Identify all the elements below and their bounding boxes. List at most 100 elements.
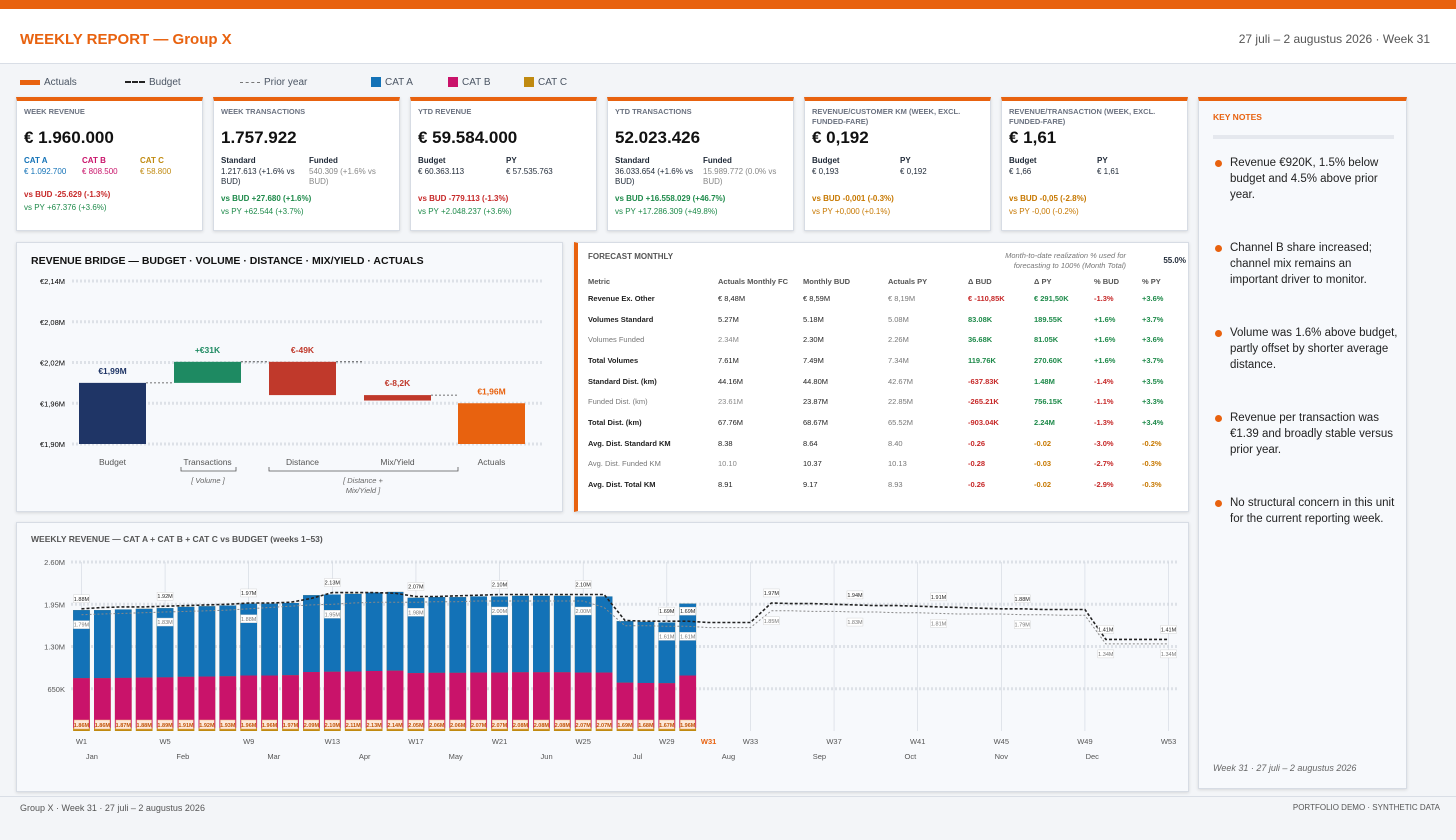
cat-b-bar [261, 675, 278, 728]
py-label-box [658, 632, 676, 641]
forecast-cell: 5.18M [803, 314, 824, 324]
week-tick: W41 [910, 737, 925, 746]
month-tick: Mar [267, 752, 280, 761]
cat-b-bar [679, 675, 697, 728]
forecast-column-header: % BUD [1094, 276, 1120, 286]
forecast-cell: 23.61M [718, 397, 744, 407]
legend-cat-a: CAT A [371, 77, 413, 88]
legend-cat-c: CAT C [524, 77, 567, 88]
kpi-card: YTD REVENUE € 59.584.000 Budget € 60.363.11… [410, 97, 597, 231]
kpi-vs-budget: vs BUD +27.680 (+1.6%) [221, 194, 312, 203]
py-label-box [240, 614, 257, 624]
py-data-label: 1.34M [1161, 652, 1177, 658]
cat-a-bar [365, 592, 383, 671]
budget-label-box [491, 580, 508, 589]
kpi-vs-prior-year: vs PY +0,000 (+0.1%) [812, 207, 891, 216]
kpi-title: REVENUE/CUSTOMER KM (WEEK, EXCL. FUNDED-… [812, 107, 961, 126]
actual-data-label: 2.06M [450, 723, 466, 729]
forecast-cell: -0.3% [1142, 480, 1162, 490]
forecast-cell: +3.3% [1142, 397, 1164, 407]
week-tick: W21 [492, 737, 507, 746]
forecast-cell: 10.13 [888, 459, 907, 469]
kpi-sub-value: € 808.500 [82, 167, 118, 176]
forecast-row: Volumes Standard 5.27M 5.18M 5.08M 83.08K 189… [588, 309, 1178, 330]
actual-data-label: 1.86M [95, 723, 111, 729]
forecast-cell: 8.93 [888, 480, 903, 490]
py-data-label: 1.88M [241, 617, 257, 623]
bridge-y-tick: €2,08M [40, 318, 65, 327]
month-tick: May [449, 752, 463, 761]
cat-a-bar [637, 621, 655, 683]
weekly-y-tick: 2.60M [44, 558, 65, 567]
kpi-title: WEEK TRANSACTIONS [221, 107, 306, 116]
kpi-detail: Budget € 1,66 PY € 1,61 [1009, 156, 1180, 196]
forecast-cell: 83.08K [968, 314, 993, 324]
actual-data-label: 2.07M [492, 723, 508, 729]
bridge-bar [458, 403, 525, 444]
forecast-cell: +1.6% [1094, 355, 1116, 365]
week-tick: W49 [1077, 737, 1092, 746]
actual-data-label: 2.14M [387, 723, 403, 729]
actual-label-box [491, 719, 508, 730]
cat-b-bar [658, 683, 676, 728]
forecast-cell: Total Volumes [588, 355, 639, 365]
kpi-value: € 1,61 [1009, 128, 1057, 147]
budget-data-label: 1.69M [659, 609, 675, 615]
forecast-cell: 44.80M [803, 376, 829, 386]
bridge-note-distance: [ Distance + [342, 476, 383, 485]
cat-a-bar [114, 609, 132, 678]
bridge-bar [364, 395, 431, 401]
kpi-sub-value: 36.033.654 (+1.6% vs BUD) [615, 167, 694, 186]
weekly-revenue-panel: WEEKLY REVENUE — CAT A + CAT B + CAT C v… [16, 522, 1189, 792]
legend-cat-b: CAT B [448, 77, 491, 88]
cat-b-bar [198, 676, 216, 728]
forecast-cell: -1.3% [1094, 417, 1114, 427]
actual-data-label: 2.06M [429, 723, 445, 729]
cat-b-bar [512, 672, 529, 728]
month-tick: Jul [633, 752, 643, 761]
py-label-box [324, 610, 341, 619]
py-data-label: 1.98M [408, 610, 424, 616]
forecast-cell: +3.7% [1142, 355, 1164, 365]
cat-b-bar [428, 672, 446, 728]
kpi-card: REVENUE/TRANSACTION (WEEK, EXCL. FUNDED-… [1001, 97, 1188, 231]
cat-a-bar [491, 596, 508, 673]
cat-a-swatch-icon [371, 77, 381, 88]
actual-label-box [94, 719, 110, 730]
forecast-header-row: Metric Actuals Monthly FC Monthly BUD Actua… [588, 274, 1178, 288]
forecast-cell: -1.3% [1094, 293, 1114, 303]
cat-b-bar [135, 677, 153, 728]
forecast-cell: 2.26M [888, 335, 909, 345]
forecast-row: Avg. Dist. Standard KM 8.38 8.64 8.40 -0.26 -… [588, 433, 1178, 454]
cat-a-bar [303, 595, 320, 673]
forecast-cell: 119.76K [968, 355, 996, 365]
py-data-label: 1.61M [680, 634, 696, 640]
bridge-data-label: €-8,2K [385, 378, 411, 388]
cat-a-bar [449, 597, 467, 673]
forecast-cell: 756.15K [1034, 397, 1063, 407]
page-footer: Group X · Week 31 · 27 juli – 2 augustus… [0, 796, 1456, 840]
forecast-cell: -0.28 [968, 459, 986, 469]
actual-label-box [178, 719, 194, 730]
cat-b-bar [470, 672, 488, 728]
forecast-cell: 270.60K [1034, 355, 1063, 365]
actual-label-box [261, 719, 278, 730]
py-data-label: 1.83M [157, 620, 173, 626]
budget-label-box [658, 606, 676, 616]
kpi-sub-value: € 58.800 [140, 167, 172, 176]
kpi-card: YTD TRANSACTIONS 52.023.426 Standard 36.033… [607, 97, 794, 231]
kpi-value: € 59.584.000 [418, 128, 518, 147]
forecast-cell: +3.5% [1142, 376, 1164, 386]
forecast-cell: -1.4% [1094, 376, 1114, 386]
cat-b-bar [156, 677, 174, 728]
forecast-cell: -637.83K [968, 376, 999, 386]
forecast-cell: -1.1% [1094, 397, 1114, 407]
bridge-y-tick: €2,14M [40, 277, 65, 286]
kpi-detail: Budget € 0,193 PY € 0,192 [812, 156, 983, 196]
actual-label-box [136, 719, 152, 730]
cat-a-bar [323, 594, 341, 672]
kpi-detail: Standard 36.033.654 (+1.6% vs BUD) Funded 1… [615, 156, 786, 196]
actual-data-label: 2.07M [576, 723, 592, 729]
cat-b-swatch-icon [448, 77, 458, 88]
forecast-cell: -2.7% [1094, 459, 1114, 469]
